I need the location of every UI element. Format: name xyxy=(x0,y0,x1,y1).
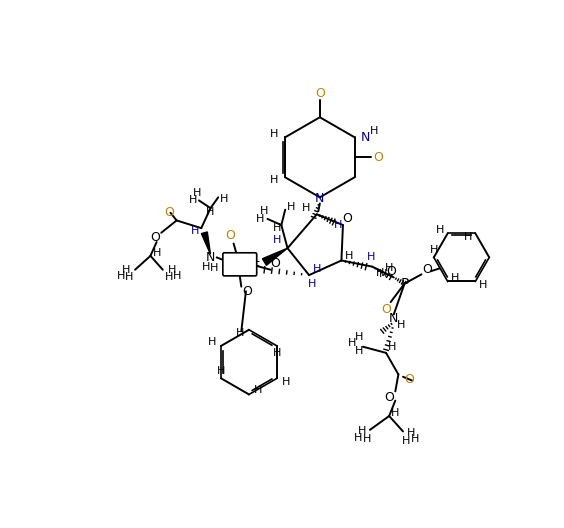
Text: H: H xyxy=(407,428,415,438)
Text: H: H xyxy=(464,232,472,242)
Text: H: H xyxy=(397,320,406,330)
Text: N: N xyxy=(389,313,398,325)
Text: O: O xyxy=(243,285,253,298)
Text: H: H xyxy=(308,279,316,289)
Text: H: H xyxy=(312,264,321,274)
Text: H: H xyxy=(191,226,199,236)
Text: H: H xyxy=(411,434,420,444)
Text: O: O xyxy=(164,206,174,219)
Text: O: O xyxy=(373,151,384,164)
Text: N: N xyxy=(360,131,370,144)
Text: H: H xyxy=(259,206,268,216)
Text: H: H xyxy=(270,129,279,139)
Text: H: H xyxy=(334,220,342,230)
Text: H: H xyxy=(367,252,375,262)
Text: H: H xyxy=(165,272,173,282)
Text: H: H xyxy=(385,263,393,273)
Text: O: O xyxy=(270,257,280,270)
Text: H: H xyxy=(253,385,262,395)
Text: H: H xyxy=(376,268,384,278)
Text: H: H xyxy=(273,348,281,359)
Text: H: H xyxy=(122,265,130,275)
Text: H: H xyxy=(287,202,296,212)
Text: H: H xyxy=(188,195,197,205)
FancyBboxPatch shape xyxy=(223,253,257,276)
Polygon shape xyxy=(262,248,288,266)
Text: Abs: Abs xyxy=(230,260,250,270)
Text: H: H xyxy=(388,342,396,352)
Text: H: H xyxy=(206,207,215,217)
Text: H: H xyxy=(117,271,125,281)
Text: H: H xyxy=(451,273,460,283)
Text: H: H xyxy=(355,345,363,355)
Text: O: O xyxy=(384,391,394,404)
Text: O: O xyxy=(226,229,235,242)
Text: H: H xyxy=(236,328,245,338)
Text: H: H xyxy=(354,432,362,442)
Text: H: H xyxy=(363,434,371,444)
Text: H: H xyxy=(302,203,310,213)
Text: H: H xyxy=(391,408,399,418)
Text: H: H xyxy=(125,272,133,282)
Text: F: F xyxy=(253,260,260,273)
Polygon shape xyxy=(201,232,210,254)
Text: H: H xyxy=(209,263,218,273)
Text: H: H xyxy=(348,338,356,348)
Text: H: H xyxy=(152,248,161,258)
Text: H: H xyxy=(479,280,487,290)
Text: P: P xyxy=(400,277,409,290)
Text: H: H xyxy=(208,337,217,347)
Text: H: H xyxy=(272,235,281,246)
Text: H: H xyxy=(255,214,264,224)
Text: H: H xyxy=(220,194,228,204)
Text: H: H xyxy=(168,265,176,275)
Text: N: N xyxy=(315,192,324,205)
Text: H: H xyxy=(355,333,363,343)
Text: H: H xyxy=(274,223,281,233)
Text: H: H xyxy=(173,271,181,281)
Text: O: O xyxy=(404,373,414,385)
Text: O: O xyxy=(386,265,395,278)
Text: H: H xyxy=(270,175,279,185)
Text: H: H xyxy=(202,262,210,271)
Text: N: N xyxy=(206,251,215,264)
Text: H: H xyxy=(430,246,438,256)
Text: H: H xyxy=(217,366,225,376)
Text: H: H xyxy=(358,427,367,437)
Text: O: O xyxy=(150,231,160,244)
Text: H: H xyxy=(436,225,444,235)
Text: O: O xyxy=(381,303,391,316)
Text: H: H xyxy=(345,251,353,261)
Text: O: O xyxy=(422,263,433,276)
Text: H: H xyxy=(402,436,410,446)
Text: H: H xyxy=(193,188,201,197)
Text: H: H xyxy=(379,269,387,279)
Text: H: H xyxy=(371,126,379,136)
Text: H: H xyxy=(281,376,290,386)
Text: O: O xyxy=(315,87,325,100)
Text: O: O xyxy=(342,212,352,225)
